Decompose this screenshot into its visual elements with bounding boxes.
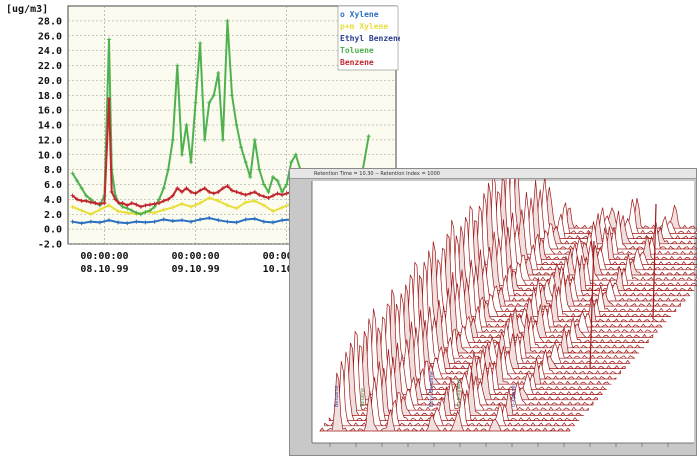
legend-entry: p+m Xylene — [340, 22, 388, 31]
peak-label: Ethyl Benzene — [429, 371, 435, 407]
series-line — [72, 196, 319, 216]
chromatogram-3d-panel: Benzene Toluene Ethyl Benzene m,p-Xylene o-X… — [289, 168, 697, 456]
x-tick-time: 00:00:00 — [171, 251, 219, 262]
legend-entry: o Xylene — [340, 10, 379, 19]
x-tick-date: 10.10.99 — [263, 264, 311, 275]
axis-group: 28.0 26.0 24.0 22.0 20.0 18.0 16.0 14.0 12.0 10.0… — [6, 4, 311, 275]
y-tick-label: 22.0 — [38, 61, 62, 72]
y-tick-label: 8.0 — [44, 165, 62, 176]
legend-entry: Benzene — [340, 58, 374, 67]
peak-label: Benzene — [334, 385, 340, 407]
x-tick-time: 00:00:00 — [263, 251, 311, 262]
y-tick-label: 20.0 — [38, 76, 62, 87]
peak-label: Toluene — [360, 388, 366, 408]
chromatogram-title: Retention Time = 10.30 -- Retention Inde… — [290, 169, 696, 179]
x-tick-time: 00:00:00 — [80, 251, 128, 262]
chromatogram-traces — [319, 169, 697, 432]
peak-label: o-Xylene — [511, 385, 517, 407]
line-chart-svg: 28.0 26.0 24.0 22.0 20.0 18.0 16.0 14.0 12.0 10.0… — [6, 4, 400, 275]
legend-entry: Toluene — [340, 46, 374, 55]
y-tick-label: 12.0 — [38, 135, 62, 146]
legend-entry: Ethyl Benzene — [340, 34, 400, 43]
chromatogram-svg: Benzene Toluene Ethyl Benzene m,p-Xylene o-X… — [311, 169, 697, 447]
y-tick-label: 24.0 — [38, 46, 62, 57]
chromatogram-spike — [589, 240, 595, 370]
legend: o Xylene p+m Xylene Ethyl Benzene Toluene Be… — [337, 5, 400, 71]
chromatogram-trace — [324, 361, 576, 427]
chromatogram-spike — [652, 203, 657, 320]
x-tick-date: 08.10.99 — [80, 264, 128, 275]
series-line — [72, 216, 319, 225]
y-tick-label: 28.0 — [38, 16, 62, 27]
y-tick-label: 14.0 — [38, 121, 62, 132]
y-tick-label: 26.0 — [38, 31, 62, 42]
y-axis-unit-label: [ug/m3] — [6, 4, 48, 15]
y-tick-label: 18.0 — [38, 91, 62, 102]
y-tick-label: 10.0 — [38, 150, 62, 161]
concentration-line-chart: 28.0 26.0 24.0 22.0 20.0 18.0 16.0 14.0 12.0 10.0… — [0, 0, 400, 282]
x-tick-date: 09.10.99 — [171, 264, 219, 275]
peak-label: m,p-Xylene — [456, 379, 462, 407]
y-tick-label: 6.0 — [44, 180, 62, 191]
y-tick-label: 2.0 — [44, 210, 62, 221]
y-tick-label: -2.0 — [38, 240, 62, 251]
legend-box — [337, 5, 399, 71]
y-tick-label: 4.0 — [44, 195, 62, 206]
chromatogram-trace — [319, 372, 571, 432]
y-tick-label: 0.0 — [44, 225, 62, 236]
y-tick-label: 16.0 — [38, 106, 62, 117]
chromatogram-peak-labels: Benzene Toluene Ethyl Benzene m,p-Xylene o-X… — [334, 371, 517, 408]
